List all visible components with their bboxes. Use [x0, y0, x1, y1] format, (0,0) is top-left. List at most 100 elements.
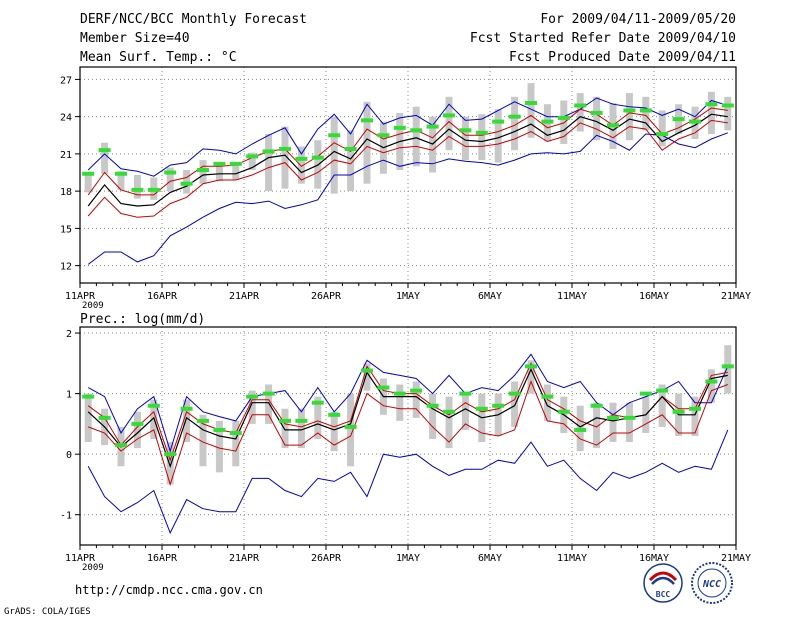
- temperature-panel: 11APR 16APR 21APR 26APR 1MAY 6MAY 11MAY 16MAY 21…: [60, 66, 751, 302]
- ensemble-box: [412, 106, 420, 167]
- ensemble-box: [248, 152, 256, 171]
- ensemble-box: [314, 396, 322, 440]
- x-tick-label: 1MAY: [396, 291, 420, 302]
- observed-marker: [197, 168, 209, 173]
- ensemble-box: [84, 393, 92, 443]
- series-line-max: [87, 353, 729, 453]
- observed-marker: [541, 394, 554, 399]
- ensemble-box: [494, 109, 502, 163]
- observed-marker: [164, 452, 177, 457]
- observed-marker: [656, 132, 669, 137]
- y-tick-label: 27: [60, 75, 72, 86]
- observed-marker: [229, 161, 242, 166]
- x-tick-label: 11MAY: [557, 553, 587, 564]
- x-tick-label: 21MAY: [721, 553, 751, 564]
- observed-marker: [82, 171, 95, 176]
- x-tick-label: 6MAY: [478, 291, 502, 302]
- y-tick-label: 24: [60, 113, 72, 124]
- ensemble-box: [363, 363, 371, 391]
- ensemble-box: [527, 83, 535, 138]
- ensemble-box: [543, 384, 551, 421]
- observed-marker: [607, 415, 619, 420]
- ensemble-box: [281, 408, 289, 449]
- observed-marker: [639, 391, 652, 396]
- ensemble-box: [297, 408, 305, 449]
- observed-marker: [590, 403, 603, 408]
- temp-panel-title: Mean Surf. Temp.: °C: [80, 50, 237, 65]
- series-line-mean: [87, 113, 728, 207]
- observed-marker: [459, 391, 472, 396]
- observed-marker: [164, 170, 177, 175]
- series-line-lower: [88, 380, 728, 487]
- ensemble-box: [199, 414, 207, 467]
- observed-marker: [147, 403, 160, 408]
- ensemble-box: [330, 116, 338, 194]
- ensemble-box: [593, 96, 601, 141]
- ensemble-box: [133, 411, 141, 449]
- observed-marker: [508, 391, 521, 396]
- observed-marker: [279, 418, 291, 423]
- precipitation-panel: 11APR 16APR 21APR 26APR 1MAY 6MAY 11MAY 16MAY 21…: [60, 326, 751, 564]
- observed-marker: [590, 110, 603, 115]
- observed-marker: [229, 430, 242, 435]
- observed-marker: [689, 406, 701, 411]
- observed-marker: [410, 388, 423, 393]
- ensemble-box: [166, 167, 174, 192]
- member-size-label: Member Size=40: [80, 31, 190, 46]
- y-tick-label: 21: [60, 150, 72, 161]
- observed-marker: [508, 114, 521, 119]
- x-tick-label: 1MAY: [396, 553, 420, 564]
- observed-marker: [492, 403, 505, 408]
- observed-marker: [98, 148, 111, 153]
- observed-marker: [197, 418, 209, 423]
- y-tick-label: 18: [60, 187, 72, 198]
- ensemble-box: [707, 369, 715, 403]
- series-line-max: [87, 97, 728, 177]
- ensemble-box: [658, 110, 666, 147]
- ensemble-box: [166, 442, 174, 485]
- x-tick-label: 16MAY: [639, 553, 669, 564]
- observed-marker: [361, 118, 373, 123]
- ensemble-box: [445, 96, 453, 151]
- series-line-upper: [87, 362, 728, 462]
- ensemble-box: [265, 134, 273, 192]
- observed-marker: [721, 103, 734, 108]
- observed-marker: [541, 119, 554, 124]
- observed-marker: [393, 391, 406, 396]
- observed-marker: [131, 421, 144, 426]
- observed-marker: [623, 108, 636, 113]
- ensemble-box: [445, 396, 453, 449]
- x-tick-label: 16APR: [147, 553, 178, 564]
- observed-marker: [672, 409, 685, 414]
- ensemble-box: [724, 345, 732, 394]
- observed-marker: [623, 415, 636, 420]
- observed-marker: [656, 388, 669, 393]
- observed-marker: [377, 385, 390, 390]
- ensemble-box: [101, 142, 109, 174]
- observed-marker: [180, 406, 193, 411]
- observed-marker: [525, 101, 537, 105]
- source-url: http://cmdp.ncc.cma.gov.cn: [75, 583, 263, 597]
- observed-marker: [344, 424, 357, 429]
- observed-marker: [672, 117, 685, 122]
- observed-marker: [492, 119, 505, 124]
- ensemble-box: [511, 96, 519, 151]
- observed-marker: [557, 409, 570, 414]
- observed-marker: [721, 364, 734, 369]
- observed-marker: [328, 412, 341, 417]
- x-tick-label: 16APR: [147, 291, 178, 302]
- y-tick-label: -1: [60, 511, 72, 522]
- ncc-logo: NCC: [691, 562, 733, 604]
- produced-date-label: Fcst Produced Date 2009/04/11: [509, 50, 736, 65]
- y-tick-label: 15: [60, 224, 72, 235]
- ensemble-box: [84, 175, 92, 193]
- ensemble-box: [724, 96, 732, 131]
- observed-marker: [475, 406, 488, 411]
- ensemble-box: [265, 384, 273, 424]
- observed-marker: [131, 187, 144, 192]
- x-tick-label: 26APR: [311, 553, 342, 564]
- y-tick-label: 2: [66, 329, 72, 340]
- observed-marker: [115, 171, 127, 176]
- observed-marker: [574, 427, 587, 432]
- observed-marker: [328, 133, 341, 138]
